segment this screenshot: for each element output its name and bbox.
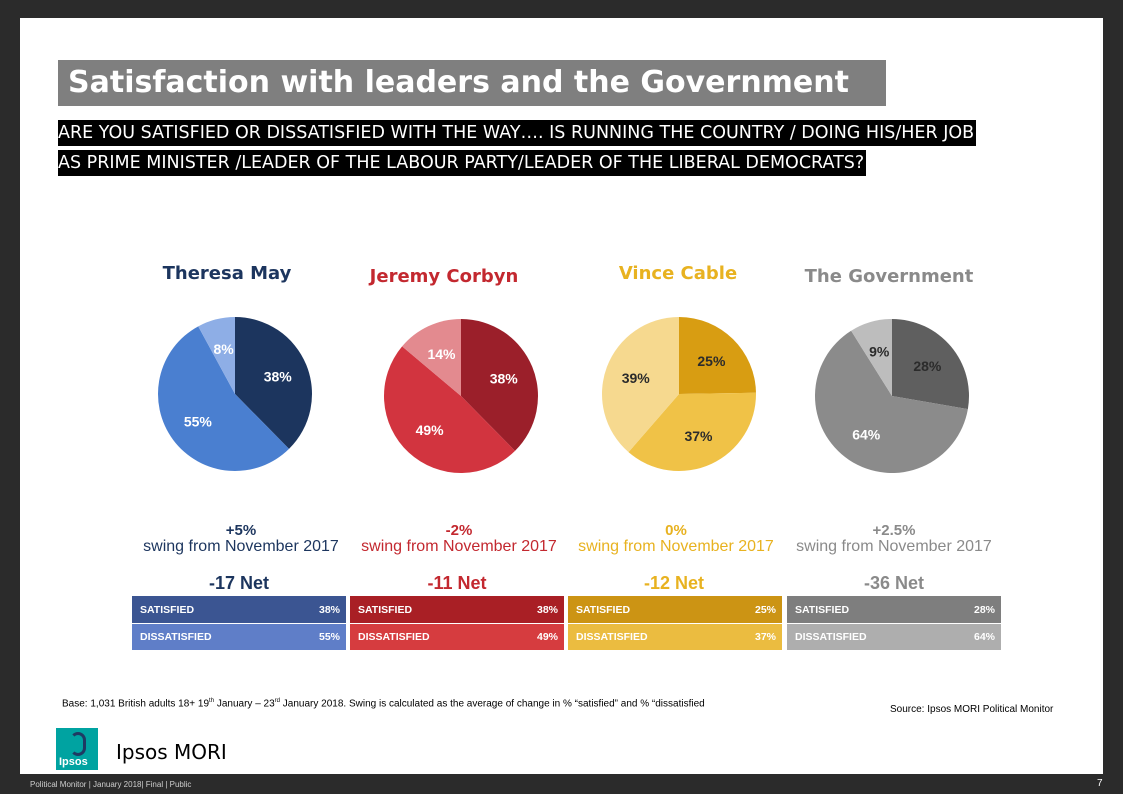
swing-text-may: swing from November 2017 xyxy=(143,538,339,555)
chart-title-corbyn: Jeremy Corbyn xyxy=(369,266,519,287)
satisfied-label: SATISFIED xyxy=(358,603,413,616)
base-note-part2: January – 23 xyxy=(214,698,275,710)
pie-label-government-dont-know: 9% xyxy=(869,344,890,360)
base-note-sup2: rd xyxy=(274,698,281,704)
pie-slice-may-dissatisfied xyxy=(157,326,290,472)
pie-label-corbyn-dont-know: 14% xyxy=(427,346,456,362)
pie-label-may-dont-know: 8% xyxy=(214,341,235,357)
base-note-sup1: th xyxy=(209,698,215,704)
ipsos-logo: Ipsos xyxy=(56,728,98,770)
pie-label-may-satisfied: 38% xyxy=(264,368,293,384)
logo-mark-icon xyxy=(70,732,86,756)
swing-text-corbyn: swing from November 2017 xyxy=(361,538,557,555)
table-may: SATISFIED 38% DISSATISFIED 55% xyxy=(132,596,346,650)
net-cable: -12 Net xyxy=(643,573,705,593)
swing-corbyn: -2% swing from November 2017 xyxy=(349,523,569,555)
dissatisfied-value: 37% xyxy=(754,631,776,643)
base-note-part1: Base: 1,031 British adults 18+ 19 xyxy=(62,698,210,710)
footer-text: Political Monitor | January 2018| Final … xyxy=(30,780,192,789)
swing-value-government: +2.5% xyxy=(872,522,916,539)
satisfied-value: 38% xyxy=(536,603,558,616)
table-row: SATISFIED 25% xyxy=(568,596,782,623)
pie-label-government-dissatisfied: 64% xyxy=(852,426,881,442)
pie-slice-corbyn-dissatisfied xyxy=(384,346,516,473)
table-corbyn: SATISFIED 38% DISSATISFIED 49% xyxy=(350,596,564,650)
net-government: -36 Net xyxy=(863,573,925,593)
pie-label-corbyn-satisfied: 38% xyxy=(490,370,519,386)
table-row: SATISFIED 38% xyxy=(350,596,564,623)
satisfied-value: 28% xyxy=(973,603,995,616)
table-row: SATISFIED 38% xyxy=(132,596,346,623)
pie-label-cable-dissatisfied: 37% xyxy=(684,428,713,444)
dissatisfied-label: DISSATISFIED xyxy=(358,631,430,643)
table-government: SATISFIED 28% DISSATISFIED 64% xyxy=(787,596,1001,650)
dissatisfied-value: 55% xyxy=(318,631,340,643)
pie-label-cable-satisfied: 25% xyxy=(697,353,726,369)
dissatisfied-label: DISSATISFIED xyxy=(576,631,648,643)
swing-text-government: swing from November 2017 xyxy=(796,538,992,555)
dissatisfied-label: DISSATISFIED xyxy=(795,631,867,643)
table-row: DISSATISFIED 64% xyxy=(787,623,1001,650)
pie-label-government-satisfied: 28% xyxy=(913,358,942,374)
brand-name: Ipsos MORI xyxy=(116,740,227,764)
swing-may: +5% swing from November 2017 xyxy=(131,523,351,555)
pie-label-cable-dont-know: 39% xyxy=(622,370,651,386)
swing-value-may: +5% xyxy=(225,522,257,539)
chart-title-government: The Government xyxy=(804,266,974,287)
pie-slice-government-dont-know xyxy=(851,319,892,396)
pie-slice-may-dont-know xyxy=(198,317,235,394)
table-row: DISSATISFIED 49% xyxy=(350,623,564,650)
question-line-2: AS PRIME MINISTER /LEADER OF THE LABOUR … xyxy=(58,150,867,176)
question-text: ARE YOU SATISFIED OR DISSATISFIED WITH T… xyxy=(58,120,1068,180)
swing-text-cable: swing from November 2017 xyxy=(578,538,774,555)
dissatisfied-label: DISSATISFIED xyxy=(140,631,212,643)
dissatisfied-value: 49% xyxy=(536,631,558,643)
net-corbyn: -11 Net xyxy=(427,573,487,593)
swing-cable: 0% swing from November 2017 xyxy=(566,523,786,555)
page-title: Satisfaction with leaders and the Govern… xyxy=(58,60,886,106)
pie-slice-corbyn-satisfied xyxy=(461,319,538,451)
table-row: DISSATISFIED 55% xyxy=(132,623,346,650)
pie-charts: 38% 55% 8% 38% 49% 14% 25% 37% 39% 28% 64% 9% xyxy=(157,317,969,473)
slide: Satisfaction with leaders and the Govern… xyxy=(20,18,1103,774)
chart-title-may: Theresa May xyxy=(162,263,292,284)
pie-slice-may-satisfied xyxy=(235,317,312,449)
swing-government: +2.5% swing from November 2017 xyxy=(784,523,1004,555)
base-note-part3: January 2018. Swing is calculated as the… xyxy=(280,698,705,710)
source-note: Source: Ipsos MORI Political Monitor xyxy=(890,704,1054,715)
base-note: Base: 1,031 British adults 18+ 19th Janu… xyxy=(62,698,705,709)
pie-label-corbyn-dissatisfied: 49% xyxy=(416,422,445,438)
table-row: DISSATISFIED 37% xyxy=(568,623,782,650)
table-row: SATISFIED 28% xyxy=(787,596,1001,623)
satisfied-value: 38% xyxy=(318,603,340,616)
swing-value-cable: 0% xyxy=(665,522,687,539)
swing-value-corbyn: -2% xyxy=(445,522,473,539)
pie-slice-cable-satisfied xyxy=(679,317,756,394)
pie-slice-cable-dissatisfied xyxy=(628,392,756,471)
satisfied-label: SATISFIED xyxy=(140,603,195,616)
satisfied-value: 25% xyxy=(754,603,776,616)
pie-slice-government-satisfied xyxy=(892,319,969,410)
page-number: 7 xyxy=(1097,778,1103,789)
pie-slice-corbyn-dont-know xyxy=(402,319,461,396)
table-cable: SATISFIED 25% DISSATISFIED 37% xyxy=(568,596,782,650)
pie-slice-cable-dont-know xyxy=(601,317,679,453)
dissatisfied-value: 64% xyxy=(973,631,995,643)
satisfied-label: SATISFIED xyxy=(795,603,850,616)
satisfied-label: SATISFIED xyxy=(576,603,631,616)
logo-text: Ipsos xyxy=(59,756,88,768)
net-may: -17 Net xyxy=(208,573,270,593)
pie-label-may-dissatisfied: 55% xyxy=(184,414,213,430)
question-line-1: ARE YOU SATISFIED OR DISSATISFIED WITH T… xyxy=(58,120,977,146)
pie-slice-government-dissatisfied xyxy=(815,330,968,473)
chart-title-cable: Vince Cable xyxy=(618,263,738,284)
